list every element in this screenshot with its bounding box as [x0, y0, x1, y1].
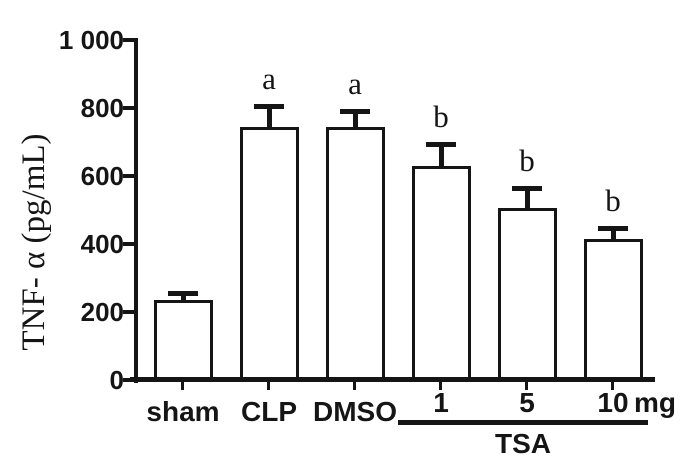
y-tick — [123, 378, 134, 382]
x-category-label: 1 — [433, 387, 449, 418]
error-bar-cap — [168, 291, 198, 297]
error-bar-stem — [180, 293, 186, 301]
error-bar-stem — [266, 106, 272, 127]
error-bar-stem — [438, 143, 444, 166]
x-category-label: 10 — [597, 387, 629, 418]
y-tick — [123, 38, 134, 42]
sig-letter: b — [433, 98, 449, 134]
bar — [325, 126, 385, 380]
y-tick — [123, 242, 134, 246]
error-bar-stem — [610, 227, 616, 239]
bar — [239, 126, 299, 380]
y-tick-label: 800 — [80, 93, 124, 123]
y-tick-label: 200 — [80, 297, 124, 327]
bar — [153, 300, 213, 380]
x-tick — [611, 382, 614, 390]
sig-letter: a — [262, 61, 276, 97]
bar — [497, 208, 557, 380]
y-tick-label: 400 — [80, 229, 124, 259]
sig-letter: b — [605, 182, 621, 218]
y-tick-label: 0 — [109, 365, 124, 395]
sig-letter: b — [519, 142, 535, 178]
x-category-label: sham — [146, 396, 220, 427]
error-bar-stem — [524, 187, 530, 209]
error-bar-cap — [426, 141, 456, 147]
y-tick-label: 600 — [80, 161, 124, 191]
x-category-label: DMSO — [313, 396, 397, 427]
x-tick — [267, 382, 270, 390]
y-tick — [123, 174, 134, 178]
group-label: TSA — [495, 428, 551, 459]
x-unit-label: mg — [634, 387, 676, 418]
x-axis-line — [130, 377, 655, 382]
error-bar-cap — [512, 185, 542, 191]
error-bar-cap — [340, 109, 370, 115]
x-tick — [525, 382, 528, 390]
error-bar-stem — [352, 111, 358, 127]
bar — [583, 238, 643, 380]
x-category-label: 5 — [519, 387, 535, 418]
x-tick — [439, 382, 442, 390]
error-bar-cap — [598, 225, 628, 231]
x-tick — [181, 382, 184, 390]
group-underline — [398, 420, 648, 425]
y-tick-label: 1 000 — [58, 25, 124, 55]
x-category-label: CLP — [241, 396, 297, 427]
y-tick — [123, 106, 134, 110]
y-axis-line — [134, 38, 138, 383]
sig-letter: a — [348, 66, 362, 102]
y-tick — [123, 310, 134, 314]
bar — [411, 165, 471, 380]
error-bar-cap — [254, 104, 284, 110]
x-tick — [353, 382, 356, 390]
